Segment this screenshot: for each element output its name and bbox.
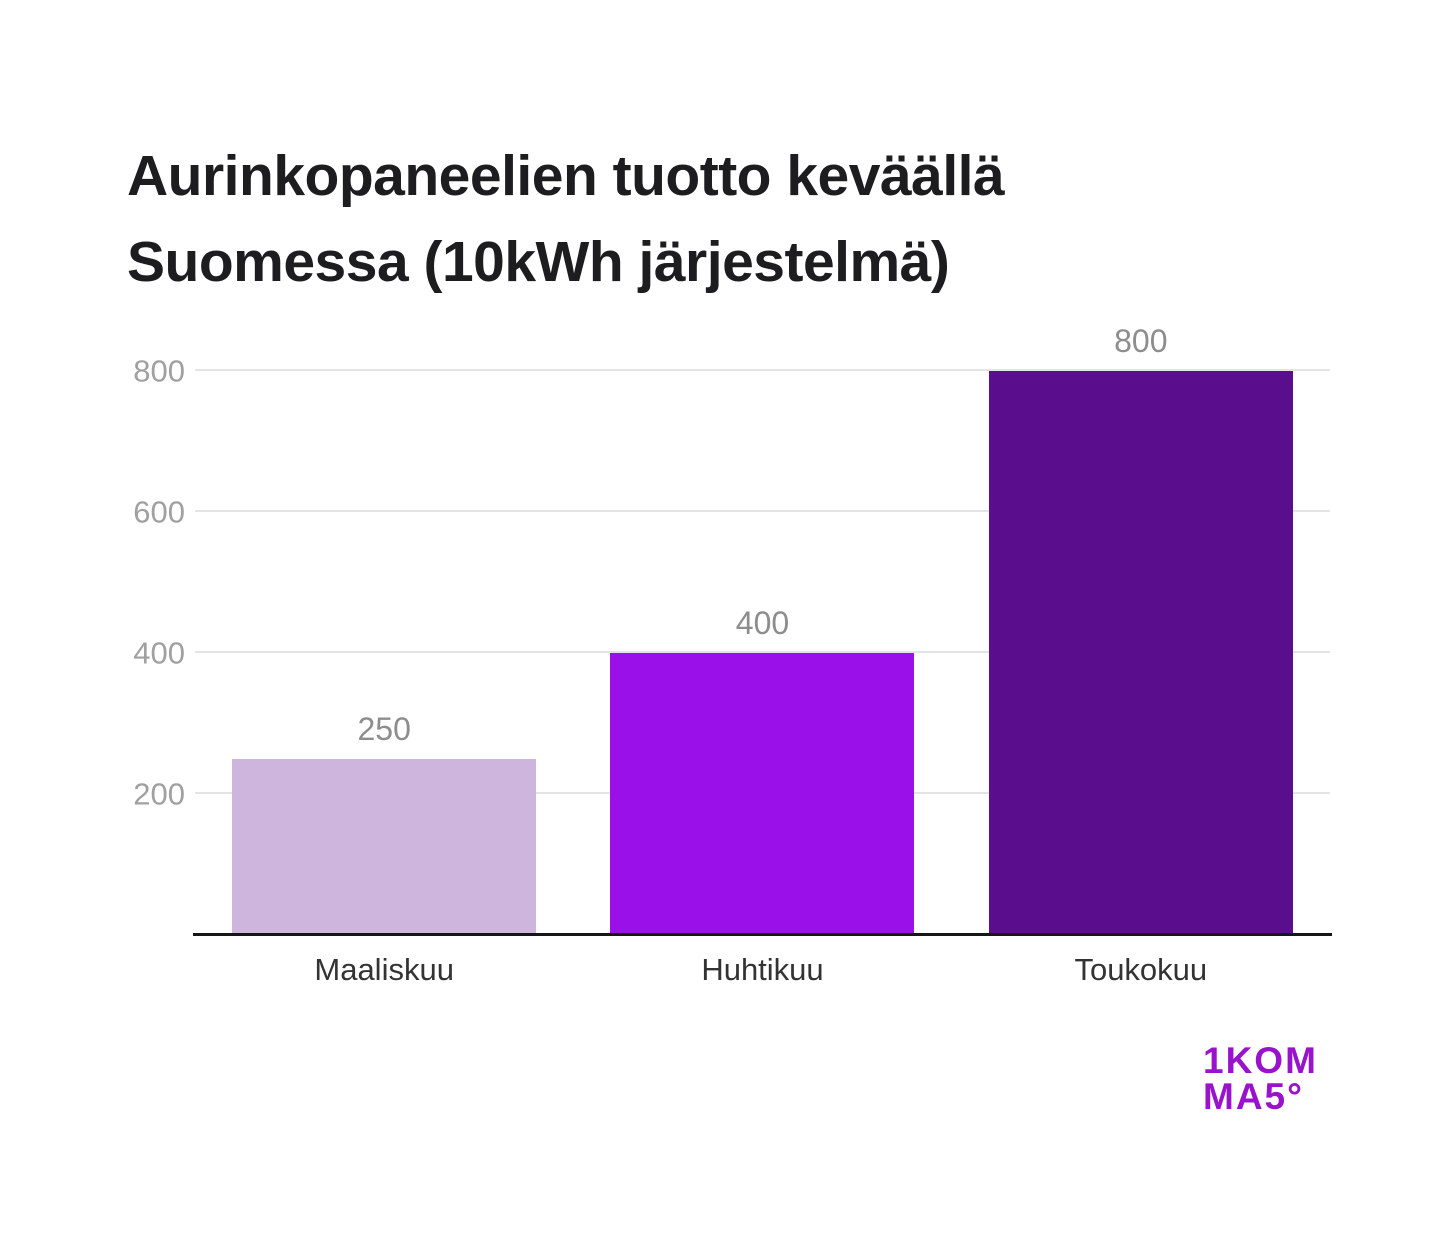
gridline-400 bbox=[195, 651, 1330, 653]
chart-title-line1: Aurinkopaneelien tuotto keväällä bbox=[127, 144, 1005, 208]
x-tick-label-toukokuu: Toukokuu bbox=[1074, 952, 1208, 987]
brand-logo: 1KOM MA5° bbox=[1203, 1040, 1318, 1117]
x-axis-line bbox=[193, 933, 1332, 936]
y-tick-label-600: 600 bbox=[133, 494, 185, 530]
bars-row: 250 400 800 bbox=[195, 325, 1330, 935]
bar-slot-huhtikuu: 400 bbox=[573, 371, 951, 935]
y-axis-labels: 200 400 600 800 bbox=[90, 356, 185, 935]
bar-huhtikuu bbox=[610, 653, 915, 935]
brand-logo-line1: 1KOM bbox=[1203, 1040, 1318, 1081]
chart-title-line2: Suomessa (10kWh järjestelmä) bbox=[127, 230, 950, 294]
plot-area: 250 400 800 bbox=[195, 325, 1330, 935]
bar-toukokuu bbox=[988, 371, 1293, 935]
brand-logo-line2: MA5° bbox=[1203, 1076, 1304, 1117]
x-tick-label-huhtikuu: Huhtikuu bbox=[701, 952, 824, 987]
chart-title: Aurinkopaneelien tuotto keväällä Suomess… bbox=[127, 133, 1005, 305]
y-tick-label-400: 400 bbox=[133, 635, 185, 671]
x-tick-label-maaliskuu: Maaliskuu bbox=[314, 952, 454, 987]
bar-value-label-huhtikuu: 400 bbox=[735, 605, 790, 641]
bar-maaliskuu bbox=[232, 758, 537, 935]
bar-slot-maaliskuu: 250 bbox=[195, 371, 573, 935]
bar-value-label-toukokuu: 800 bbox=[1114, 323, 1168, 359]
x-axis-labels: Maaliskuu Huhtikuu Toukokuu bbox=[195, 952, 1330, 988]
gridline-800 bbox=[195, 369, 1330, 371]
bar-value-label-maaliskuu: 250 bbox=[357, 710, 411, 747]
y-tick-label-200: 200 bbox=[133, 776, 185, 812]
y-tick-label-800: 800 bbox=[133, 353, 185, 389]
bar-slot-toukokuu: 800 bbox=[952, 325, 1330, 935]
gridline-600 bbox=[195, 510, 1330, 512]
